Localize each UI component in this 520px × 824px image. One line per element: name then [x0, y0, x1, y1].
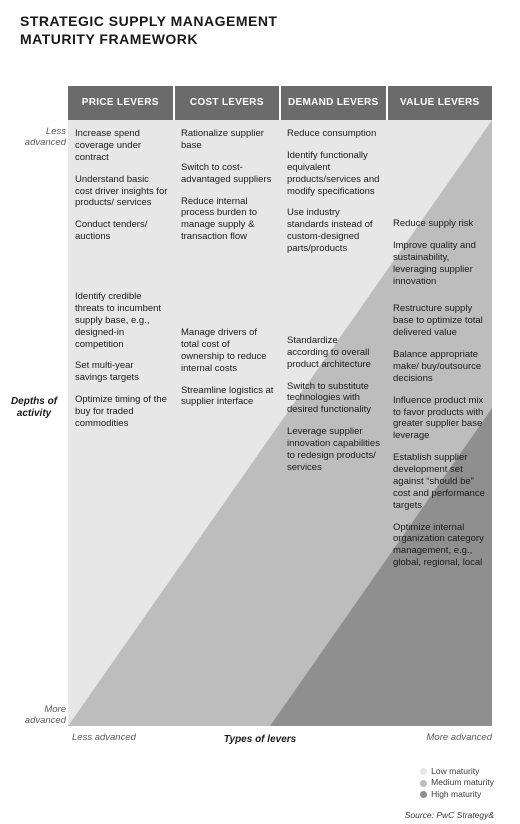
- cell-item: Improve quality and sustainability, leve…: [393, 240, 486, 288]
- legend-label-low: Low maturity: [431, 766, 479, 777]
- header-demand-levers: DEMAND LEVERS: [281, 86, 388, 120]
- legend-label-medium: Medium maturity: [431, 777, 494, 788]
- page-title: STRATEGIC SUPPLY MANAGEMENT MATURITY FRA…: [0, 0, 520, 48]
- column-3: Reduce supply risk Improve quality and su…: [386, 120, 492, 726]
- column-1: Rationalize supplier base Switch to cost-…: [174, 120, 280, 726]
- cell-item: Standardize according to overall product…: [287, 335, 380, 371]
- header-cost-levers: COST LEVERS: [175, 86, 282, 120]
- cell-item: Increase spend coverage under contract: [75, 128, 168, 164]
- y-axis-label-bot: More advanced: [20, 704, 66, 727]
- cell-item: Identify credible threats to incumbent s…: [75, 291, 168, 350]
- column-2: Reduce consumption Identify functionally …: [280, 120, 386, 726]
- cell-item: Influence product mix to favor products …: [393, 395, 486, 443]
- header-price-levers: PRICE LEVERS: [68, 86, 175, 120]
- cell-item: Establish supplier development set again…: [393, 452, 486, 511]
- chart-grid: Increase spend coverage under contract Un…: [68, 120, 492, 726]
- cell-item: Balance appropriate make/ buy/outsource …: [393, 349, 486, 385]
- cell-item: Reduce supply risk: [393, 218, 486, 230]
- source-line: Source: PwC Strategy&: [405, 810, 494, 820]
- cell-item: Set multi-year savings targets: [75, 360, 168, 384]
- cell-item: Leverage supplier innovation capabilitie…: [287, 426, 380, 474]
- cell-item: Reduce consumption: [287, 128, 380, 140]
- cell-item: Optimize internal organization category …: [393, 522, 486, 570]
- y-axis-label-top: Less advanced: [20, 126, 66, 149]
- column-0: Increase spend coverage under contract Un…: [68, 120, 174, 726]
- legend-dot-high: [420, 791, 427, 798]
- title-line-2: MATURITY FRAMEWORK: [20, 31, 198, 47]
- spacer: [287, 265, 380, 335]
- legend: Low maturity Medium maturity High maturi…: [420, 766, 494, 800]
- column-headers: PRICE LEVERS COST LEVERS DEMAND LEVERS V…: [68, 86, 492, 120]
- cell-item: Restructure supply base to optimize tota…: [393, 303, 486, 339]
- spacer: [393, 128, 486, 218]
- y-axis-label-mid: Depths of activity: [2, 396, 66, 420]
- cell-item: Understand basic cost driver insights fo…: [75, 174, 168, 210]
- cell-item: Optimize timing of the buy for traded co…: [75, 394, 168, 430]
- legend-low: Low maturity: [420, 766, 494, 777]
- cell-item: Reduce internal process burden to manage…: [181, 196, 274, 244]
- legend-label-high: High maturity: [431, 789, 481, 800]
- cell-item: Switch to cost-advantaged suppliers: [181, 162, 274, 186]
- spacer: [75, 253, 168, 291]
- x-axis-label-right: More advanced: [427, 732, 492, 743]
- columns-container: Increase spend coverage under contract Un…: [68, 120, 492, 726]
- cell-item: Streamline logistics at supplier interfa…: [181, 385, 274, 409]
- spacer: [181, 253, 274, 327]
- cell-item: Identify functionally equivalent product…: [287, 150, 380, 198]
- cell-item: Conduct tenders/ auctions: [75, 219, 168, 243]
- legend-high: High maturity: [420, 789, 494, 800]
- header-value-levers: VALUE LEVERS: [388, 86, 493, 120]
- legend-dot-medium: [420, 780, 427, 787]
- legend-medium: Medium maturity: [420, 777, 494, 788]
- cell-item: Rationalize supplier base: [181, 128, 274, 152]
- cell-item: Use industry standards instead of custom…: [287, 207, 380, 255]
- cell-item: Switch to substitute technologies with d…: [287, 381, 380, 417]
- maturity-chart: PRICE LEVERS COST LEVERS DEMAND LEVERS V…: [68, 86, 492, 726]
- cell-item: Manage drivers of total cost of ownershi…: [181, 327, 274, 375]
- title-line-1: STRATEGIC SUPPLY MANAGEMENT: [20, 13, 278, 29]
- legend-dot-low: [420, 768, 427, 775]
